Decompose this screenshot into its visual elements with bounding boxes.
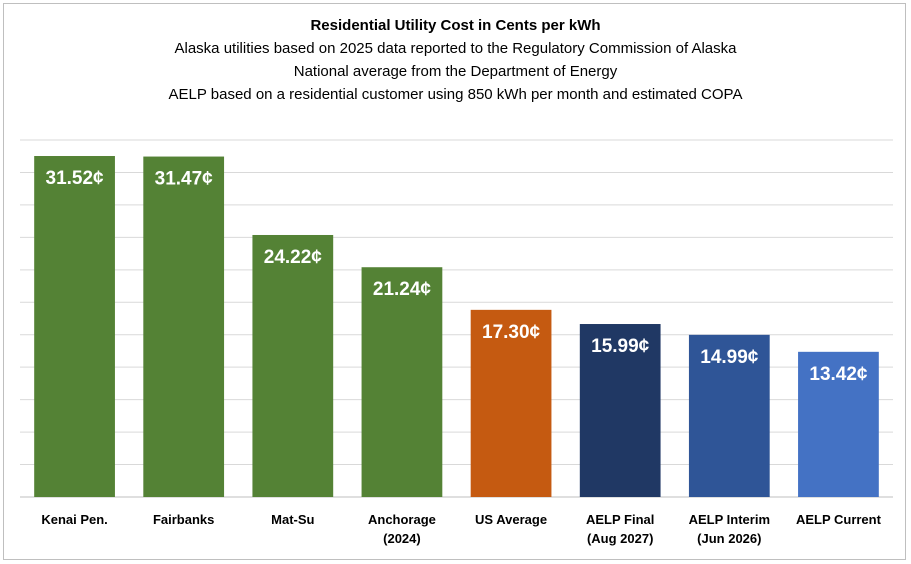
category-label: (Aug 2027) bbox=[587, 531, 653, 546]
category-label: (Jun 2026) bbox=[697, 531, 761, 546]
category-label: Fairbanks bbox=[153, 512, 214, 527]
chart-titles: Residential Utility Cost in Cents per kW… bbox=[0, 14, 911, 106]
bar bbox=[798, 351, 879, 497]
bar bbox=[252, 234, 334, 497]
data-label: 14.99¢ bbox=[700, 347, 759, 368]
chart-title: Residential Utility Cost in Cents per kW… bbox=[310, 17, 601, 34]
category-label: Kenai Pen. bbox=[41, 512, 107, 527]
chart-subtitle-1: Alaska utilities based on 2025 data repo… bbox=[174, 40, 737, 57]
category-label: Anchorage bbox=[368, 512, 436, 527]
chart-subtitle-3: AELP based on a residential customer usi… bbox=[168, 86, 743, 103]
data-label: 21.24¢ bbox=[373, 279, 432, 300]
data-label: 24.22¢ bbox=[264, 247, 323, 268]
bar bbox=[361, 267, 443, 497]
data-label: 15.99¢ bbox=[591, 336, 650, 357]
category-label: US Average bbox=[475, 512, 547, 527]
bar bbox=[688, 334, 770, 497]
category-label: AELP Interim bbox=[689, 512, 770, 527]
data-label: 13.42¢ bbox=[809, 364, 868, 385]
category-label: Mat-Su bbox=[271, 512, 314, 527]
bar bbox=[470, 309, 552, 497]
bar bbox=[34, 156, 115, 497]
category-label: AELP Current bbox=[796, 512, 882, 527]
category-label: (2024) bbox=[383, 531, 421, 546]
bar bbox=[579, 324, 661, 497]
bar bbox=[143, 156, 225, 497]
category-label: AELP Final bbox=[586, 512, 654, 527]
chart-subtitle-2: National average from the Department of … bbox=[293, 63, 618, 80]
data-label: 17.30¢ bbox=[482, 322, 541, 343]
data-label: 31.52¢ bbox=[46, 168, 105, 189]
data-label: 31.47¢ bbox=[155, 169, 214, 190]
